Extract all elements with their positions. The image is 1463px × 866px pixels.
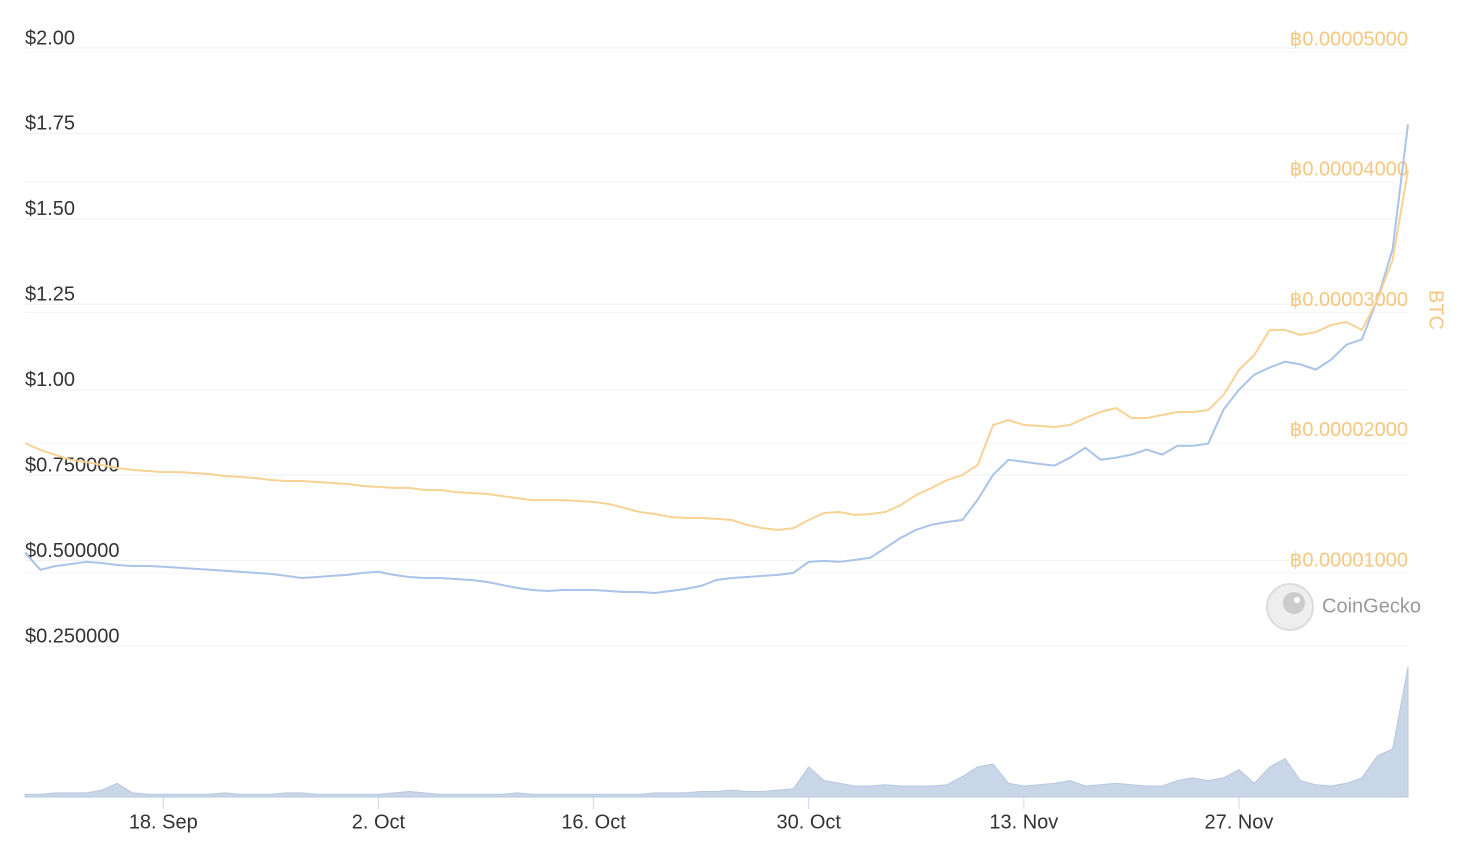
y-tick-label: $1.25: [25, 284, 75, 306]
y-tick-label: $0.750000: [25, 454, 120, 476]
x-tick-label: 13. Nov: [989, 811, 1058, 833]
watermark: CoinGecko: [1322, 595, 1421, 617]
watermark-icon: [1266, 583, 1314, 631]
y2-tick-label: ฿0.00004000: [1290, 159, 1408, 181]
x-tick-label: 27. Nov: [1204, 811, 1273, 833]
volume-area: [24, 666, 1409, 798]
y-tick-label: $1.00: [25, 369, 75, 391]
y2-tick-label: ฿0.00002000: [1290, 419, 1408, 441]
y2-tick-label: ฿0.00003000: [1290, 289, 1408, 311]
y-tick-label: $1.75: [25, 113, 75, 135]
x-tick-label: 16. Oct: [561, 811, 626, 833]
price-line: [24, 169, 1409, 532]
y2-axis-label: BTC: [1425, 290, 1447, 330]
x-tick-label: 30. Oct: [776, 811, 841, 833]
x-tick-label: 2. Oct: [352, 811, 406, 833]
y-tick-label: $1.50: [25, 198, 75, 220]
y-tick-label: $0.500000: [25, 540, 120, 562]
y-tick-label: $2.00: [25, 27, 75, 49]
y-tick-label: $0.250000: [25, 625, 120, 647]
y2-tick-label: ฿0.00005000: [1290, 28, 1408, 50]
y2-tick-label: ฿0.00001000: [1290, 549, 1408, 571]
x-tick-label: 18. Sep: [129, 811, 198, 833]
price-line: [24, 124, 1409, 595]
